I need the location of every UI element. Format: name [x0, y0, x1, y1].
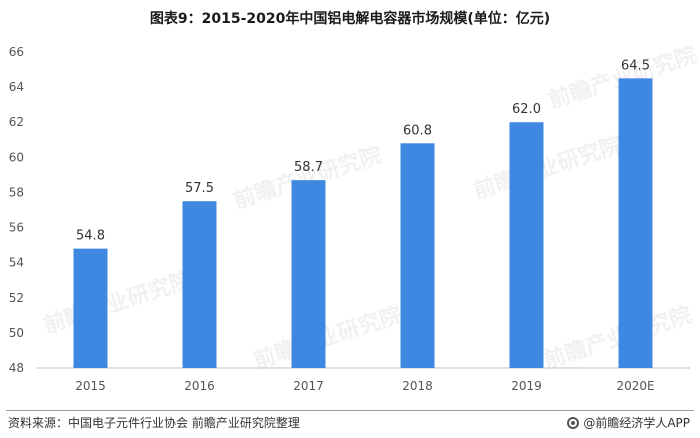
brand-text: @前瞻经济学人APP	[583, 416, 690, 430]
y-tick-label: 56	[9, 221, 24, 235]
y-tick-label: 48	[9, 361, 24, 375]
y-tick-label: 52	[9, 291, 24, 305]
x-tick-label: 2015	[75, 379, 106, 393]
y-tick-label: 50	[9, 326, 24, 340]
source-note: 资料来源：中国电子元件行业协会 前瞻产业研究院整理	[8, 416, 300, 430]
brand-logo-icon	[567, 416, 580, 429]
data-label: 54.8	[76, 229, 105, 244]
data-label: 64.5	[621, 58, 650, 73]
x-tick-label: 2016	[184, 379, 215, 393]
y-tick-label: 60	[9, 150, 24, 164]
x-tick-label: 2019	[511, 379, 542, 393]
bar-2015	[73, 248, 108, 368]
bar-2020E	[618, 78, 653, 368]
data-label: 60.8	[403, 123, 432, 138]
x-tick-label: 2018	[402, 379, 433, 393]
y-tick-label: 54	[9, 256, 24, 270]
bar-2018	[400, 143, 435, 368]
data-label: 57.5	[185, 181, 214, 196]
y-tick-label: 58	[9, 185, 24, 199]
data-label: 62.0	[512, 102, 541, 117]
footer-divider	[6, 410, 694, 411]
bar-2016	[182, 201, 217, 368]
y-tick-label: 66	[9, 45, 24, 59]
bar-2019	[509, 122, 544, 368]
x-tick-label: 2017	[293, 379, 324, 393]
y-tick-label: 64	[9, 80, 24, 94]
data-label: 58.7	[294, 160, 323, 175]
bar-2017	[291, 180, 326, 368]
brand-label: @前瞻经济学人APP	[567, 414, 690, 431]
chart-title: 图表9：2015-2020年中国铝电解电容器市场规模(单位：亿元)	[149, 11, 551, 27]
y-tick-label: 62	[9, 115, 24, 129]
x-tick-label: 2020E	[616, 379, 654, 393]
